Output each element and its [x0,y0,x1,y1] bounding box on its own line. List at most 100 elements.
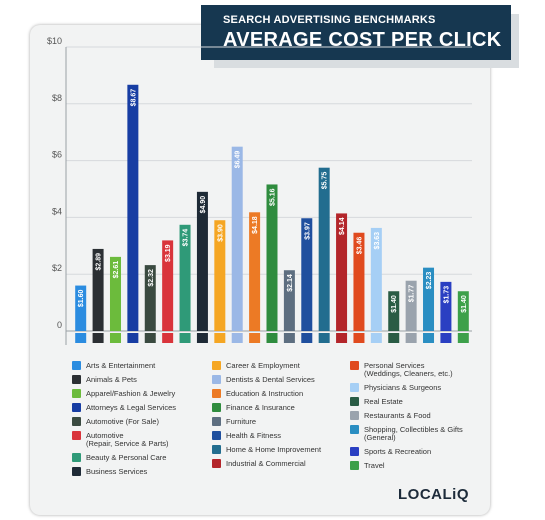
paw-icon [72,375,81,384]
house-icon [350,397,359,406]
tag-icon [72,417,81,426]
legend-label: Real Estate [364,397,403,406]
bar [92,248,104,331]
sofa-icon [212,417,221,426]
cross-icon [370,333,382,343]
title-banner: SEARCH ADVERTISING BENCHMARKS AVERAGE CO… [201,5,511,60]
bar-value-label: $1.60 [78,289,85,307]
bar-value-label: $3.19 [165,244,172,262]
legend-label: Automotive [86,431,124,440]
easel-icon [75,333,87,343]
bar [109,256,121,331]
bar [266,184,278,331]
bar [318,167,330,331]
dollar-icon [266,333,278,343]
heart-icon [301,333,313,343]
book-icon [212,389,221,398]
bar-value-label: $1.77 [409,285,416,303]
bar [144,265,156,331]
ball-icon [350,447,359,456]
bar-value-label: $2.32 [148,269,155,287]
bar [405,280,417,331]
car-icon [72,431,81,440]
bar-value-label: $5.75 [322,172,329,190]
heart-icon [212,431,221,440]
legend-label: Home & Home Improvement [226,445,322,454]
briefcase-icon [212,361,221,370]
factory-icon [336,333,348,343]
y-tick-label: 0 [57,320,62,330]
legend-label: Health & Fitness [226,431,282,440]
bar-value-label: $6.49 [235,151,242,169]
cutlery-icon [350,411,359,420]
bar-value-label: $2.89 [96,253,103,271]
shirt-icon [72,389,81,398]
shirt-icon [109,333,121,343]
bar [75,285,87,331]
easel-icon [72,361,81,370]
y-tick-label: $6 [52,150,62,160]
bar-value-label: $3.90 [217,224,224,242]
legend-label-detail: (Weddings, Cleaners, etc.) [364,369,453,378]
y-tick-label: $10 [47,36,62,46]
bar-value-label: $4.18 [252,216,259,234]
tag-icon [144,333,156,343]
house-icon [212,445,221,454]
legend-label: Restaurants & Food [364,411,431,420]
bar [353,232,365,331]
chart-subtitle: SEARCH ADVERTISING BENCHMARKS [223,14,436,26]
bar-value-label: $3.74 [183,229,190,247]
legend-label: Furniture [226,417,257,426]
paw-icon [92,333,104,343]
brush-icon [72,453,81,462]
bar [249,212,261,331]
book-icon [249,333,261,343]
legend-label: Shopping, Collectibles & Gifts [364,425,463,434]
bar [231,146,243,331]
legend-label: Personal Services [364,361,425,370]
bar-value-label: $3.46 [356,237,363,255]
bar [388,291,400,331]
bar-value-label: $5.16 [270,188,277,206]
briefcase-icon [214,333,226,343]
bar-value-label: $1.73 [443,286,450,304]
cross-icon [350,383,359,392]
bar-value-label: $1.40 [391,295,398,313]
legend-label: Physicians & Surgeons [364,383,442,392]
bar-value-label: $2.14 [287,274,294,292]
house-icon [388,333,400,343]
bar [214,220,226,331]
legend-label: Animals & Pets [86,375,137,384]
legend-label: Travel [364,461,385,470]
plane-icon [350,461,359,470]
bar [336,213,348,331]
gift-icon [350,425,359,434]
gavel-icon [127,333,139,343]
brush-icon [179,333,191,343]
house-icon [318,333,330,343]
bar-value-label: $4.14 [339,217,346,235]
bar [423,267,435,331]
legend-label: Career & Employment [226,361,300,370]
bar-value-label: $2.23 [426,272,433,290]
bar [283,270,295,331]
gavel-icon [72,403,81,412]
y-tick-label: $8 [52,93,62,103]
bar-value-label: $2.61 [113,261,120,279]
bar-value-label: $8.67 [130,89,137,107]
y-tick-label: $2 [52,263,62,273]
legend-label: Industrial & Commercial [226,459,306,468]
legend-label: Finance & Insurance [226,403,295,412]
legend-label-detail: (General) [364,433,396,442]
bar [301,218,313,331]
chart-title: AVERAGE COST PER CLICK [223,29,502,51]
legend-label: Education & Instruction [226,389,304,398]
legend-label: Dentists & Dental Services [226,375,315,384]
legend-label: Automotive (For Sale) [86,417,159,426]
legend-label: Apparel/Fashion & Jewelry [86,389,176,398]
bar [179,224,191,331]
iron-icon [350,361,359,370]
bar [196,191,208,331]
legend-label: Attorneys & Legal Services [86,403,177,412]
